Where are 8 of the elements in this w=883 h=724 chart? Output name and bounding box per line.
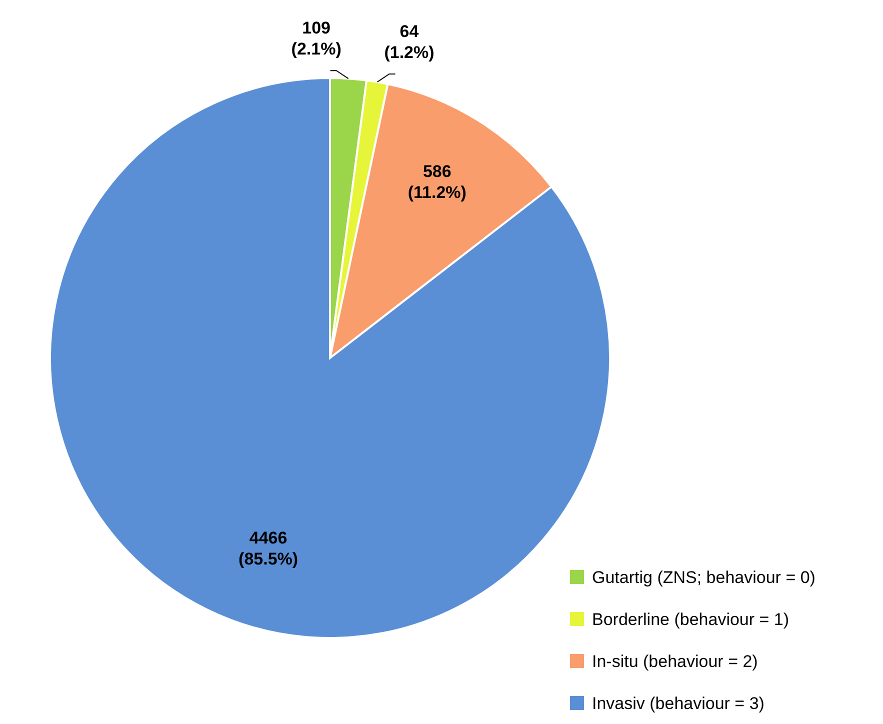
legend-label: In-situ (behaviour = 2) [592,652,758,671]
legend-label: Borderline (behaviour = 1) [592,610,790,629]
legend-label: Invasiv (behaviour = 3) [592,694,764,713]
data-label: 64 (1.2%) [384,22,434,62]
legend-label: Gutartig (ZNS; behaviour = 0) [592,568,816,587]
data-label: 586 (11.2%) [408,162,466,202]
data-label: 4466 (85.5%) [238,528,298,569]
data-label: 109 (2.1%) [291,18,342,59]
